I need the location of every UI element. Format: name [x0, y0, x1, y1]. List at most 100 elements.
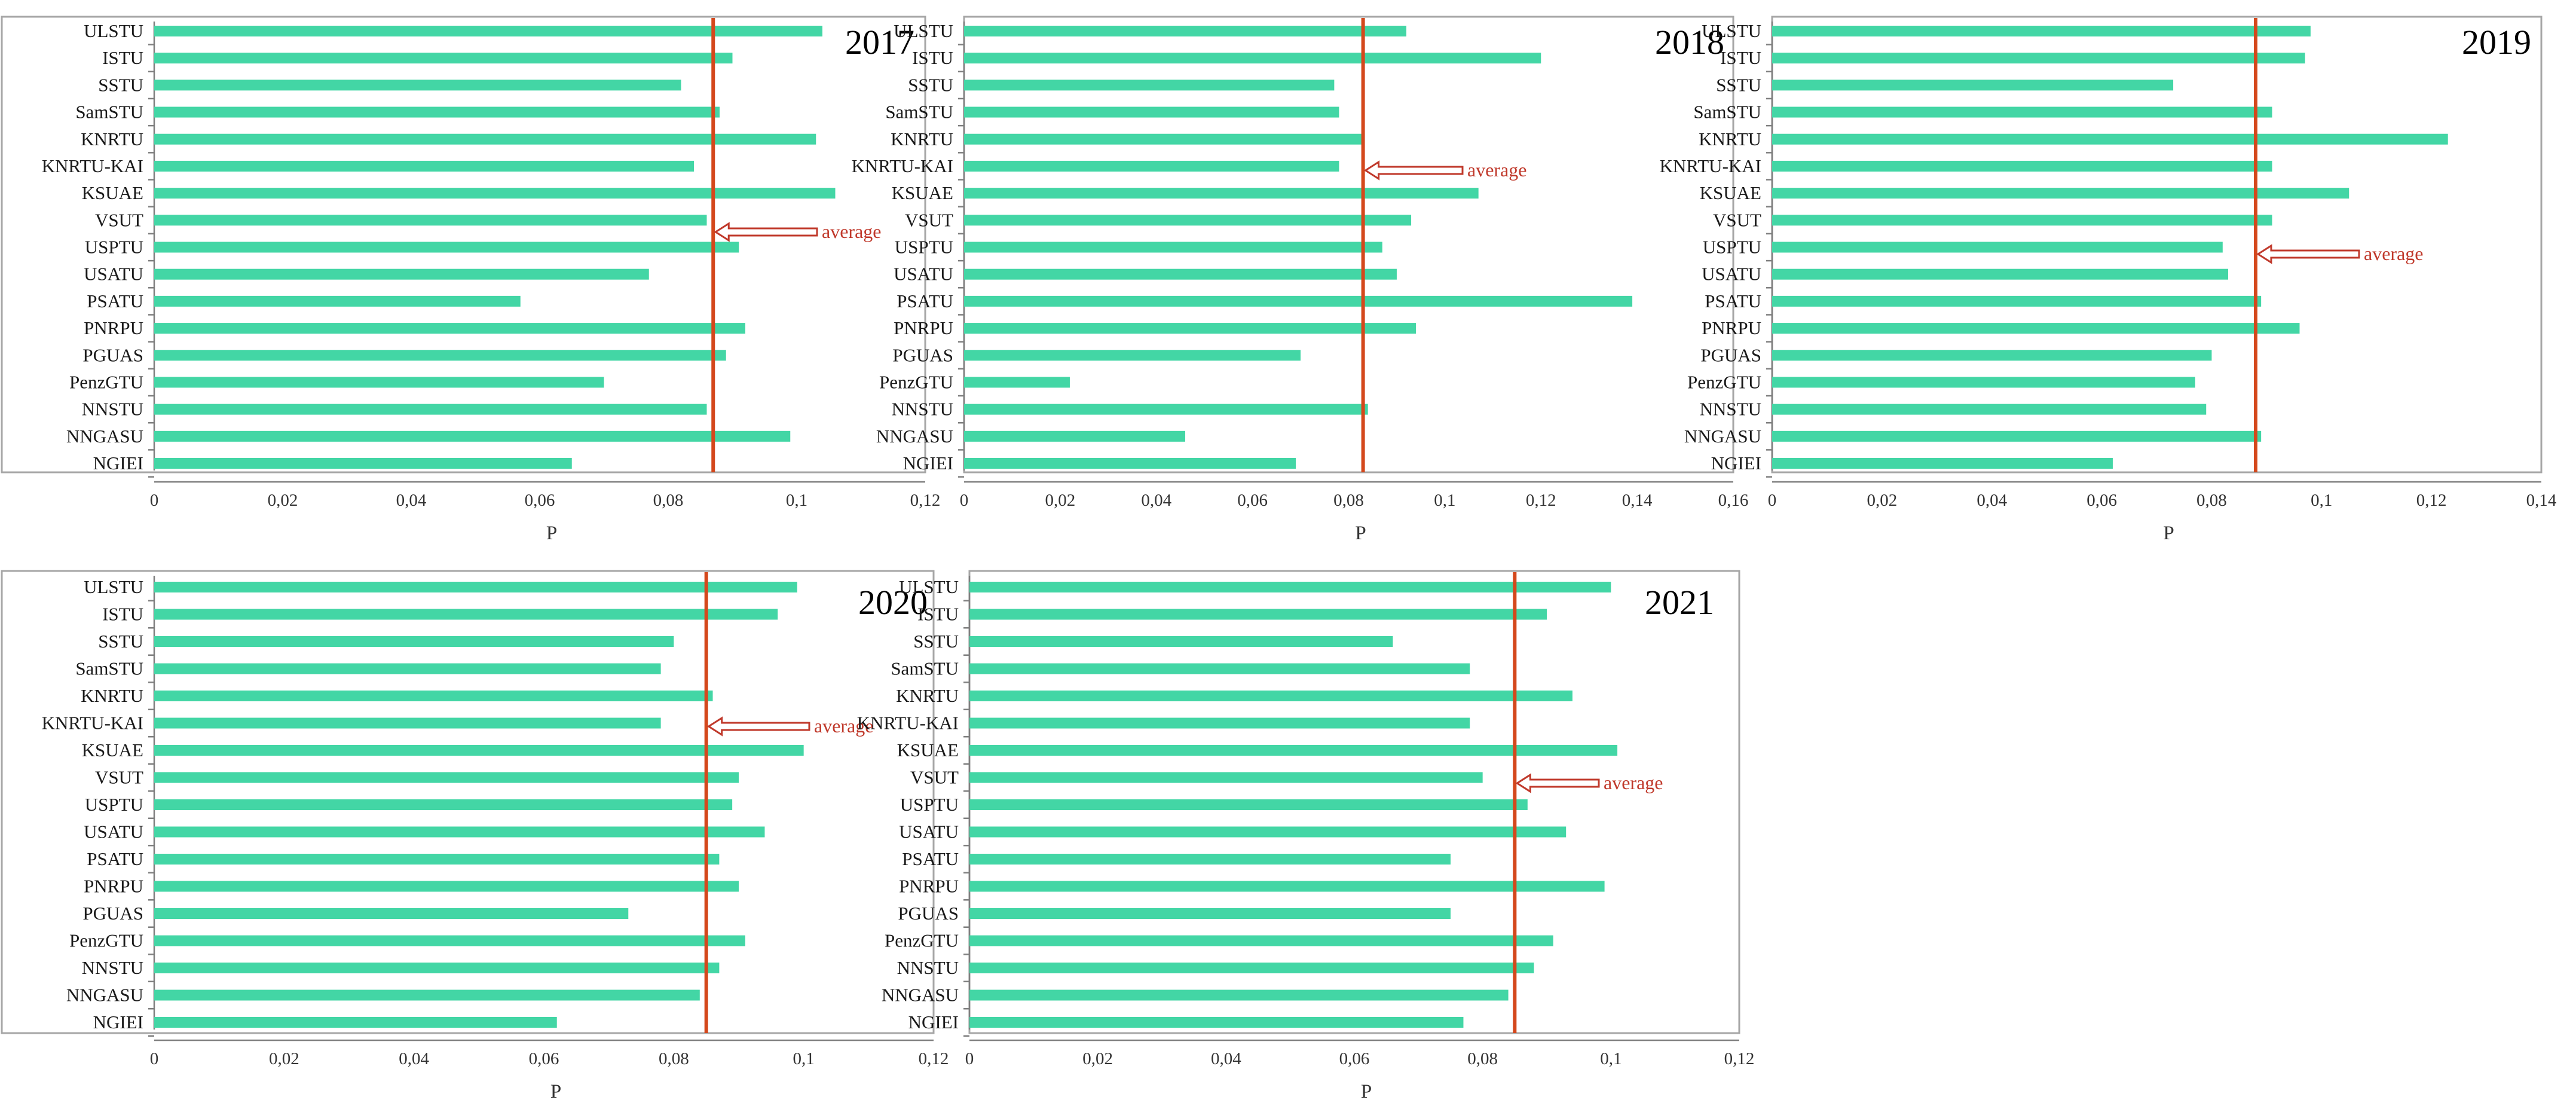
average-annotation: average [2364, 243, 2423, 264]
bar-PNRPU [1772, 323, 2300, 334]
bar-PNRPU [964, 323, 1417, 334]
x-tick-label: 0,02 [1082, 1049, 1113, 1068]
category-label: USPTU [895, 237, 953, 258]
category-label: PSATU [87, 848, 143, 869]
average-annotation: average [814, 715, 873, 737]
category-label: NNSTU [82, 399, 143, 420]
category-label: SamSTU [885, 102, 953, 123]
category-label: PGUAS [82, 903, 143, 924]
bar-NNSTU [154, 963, 720, 973]
category-label: KNRTU-KAI [42, 713, 143, 734]
category-label: VSUT [1713, 209, 1761, 230]
category-label: NNSTU [897, 957, 959, 978]
bar-NNGASU [969, 989, 1509, 1001]
category-label: ISTU [1720, 47, 1761, 68]
x-tick-label: 0,02 [1045, 491, 1076, 510]
x-tick-label: 0 [150, 1049, 159, 1068]
x-tick-label: 0,16 [1718, 491, 1749, 510]
category-label: PenzGTU [69, 371, 143, 392]
bar-USPTU [969, 799, 1528, 810]
category-label: PenzGTU [69, 930, 143, 951]
x-tick-label: 0,12 [1724, 1049, 1755, 1068]
bar-PenzGTU [964, 377, 1070, 388]
average-arrow-icon [2256, 244, 2360, 264]
bar-SSTU [154, 80, 681, 91]
bar-KSUAE [154, 188, 836, 199]
category-label: KNRTU [896, 685, 959, 706]
category-label: ISTU [912, 47, 953, 68]
x-tick-label: 0,1 [1600, 1049, 1622, 1068]
bar-ISTU [964, 53, 1541, 64]
bar-PGUAS [1772, 350, 2212, 361]
category-label: ULSTU [1702, 20, 1761, 41]
category-label: PGUAS [892, 344, 953, 365]
category-label: USATU [894, 264, 953, 285]
category-label: ISTU [917, 604, 959, 625]
average-arrow-icon [714, 222, 818, 242]
category-label: USPTU [1703, 237, 1761, 258]
panel-year-title: 2017 [845, 23, 914, 62]
category-label: PGUAS [82, 344, 143, 365]
x-axis-title: P [1355, 523, 1366, 544]
bar-PenzGTU [154, 935, 745, 946]
bar-PenzGTU [154, 377, 604, 388]
bar-VSUT [969, 772, 1483, 783]
bar-SSTU [964, 80, 1335, 91]
bar-NGIEI [154, 458, 572, 469]
bar-SSTU [154, 636, 674, 647]
x-tick-label: 0,14 [2526, 491, 2557, 510]
bar-SamSTU [969, 663, 1470, 674]
bar-USATU [154, 826, 765, 838]
x-tick-label: 0,02 [269, 1049, 299, 1068]
x-tick-label: 0,12 [1526, 491, 1556, 510]
bar-ULSTU [964, 26, 1407, 36]
x-tick-label: 0,08 [1467, 1049, 1498, 1068]
bar-USATU [969, 826, 1567, 838]
bar-USATU [1772, 268, 2229, 280]
bar-NGIEI [964, 458, 1296, 469]
bar-USPTU [154, 799, 733, 810]
bar-SSTU [1772, 80, 2174, 91]
bar-ISTU [154, 53, 733, 64]
category-label: VSUT [95, 767, 143, 788]
category-label: SSTU [1716, 74, 1761, 95]
category-label: SSTU [913, 631, 959, 652]
category-label: SSTU [908, 74, 953, 95]
bar-NNGASU [154, 430, 791, 442]
category-label: KNRTU [1699, 129, 1761, 149]
bar-PSATU [154, 295, 521, 307]
category-label: SamSTU [75, 102, 143, 123]
bar-USPTU [1772, 242, 2223, 253]
category-label: NGIEI [903, 453, 953, 474]
category-label: ULSTU [84, 576, 143, 597]
category-label: NGIEI [93, 453, 143, 474]
bar-KSUAE [964, 188, 1479, 199]
bar-USPTU [964, 242, 1382, 253]
category-label: PGUAS [1700, 344, 1761, 365]
chart-panel-2019: ULSTU ISTU SSTU SamSTU KNRTU KNRTU-KAI KSUAE VS… [1660, 16, 2557, 544]
bar-USATU [964, 268, 1397, 280]
bar-KNRTU [1772, 133, 2448, 145]
category-label: SSTU [98, 631, 143, 652]
x-tick-label: 0,08 [2196, 491, 2227, 510]
category-label: PenzGTU [885, 930, 959, 951]
bar-KSUAE [969, 745, 1618, 756]
x-axis-title: P [550, 1081, 561, 1102]
category-label: KNRTU-KAI [42, 155, 143, 176]
category-label: NNGASU [1684, 426, 1761, 447]
category-label: KNRTU-KAI [1660, 155, 1761, 176]
category-label: PSATU [897, 291, 953, 311]
bar-SamSTU [964, 106, 1339, 118]
bar-NNSTU [969, 963, 1534, 973]
category-label: PNRPU [84, 876, 143, 897]
x-tick-label: 0,06 [525, 491, 555, 510]
x-tick-label: 0,06 [529, 1049, 559, 1068]
bar-PenzGTU [969, 935, 1553, 946]
category-label: USATU [899, 821, 959, 842]
x-tick-label: 0,12 [919, 1049, 949, 1068]
average-annotation: average [1604, 772, 1663, 793]
bar-PGUAS [969, 908, 1451, 919]
bar-PNRPU [154, 881, 739, 892]
average-arrow-icon [1515, 773, 1600, 793]
category-label: USATU [84, 821, 143, 842]
